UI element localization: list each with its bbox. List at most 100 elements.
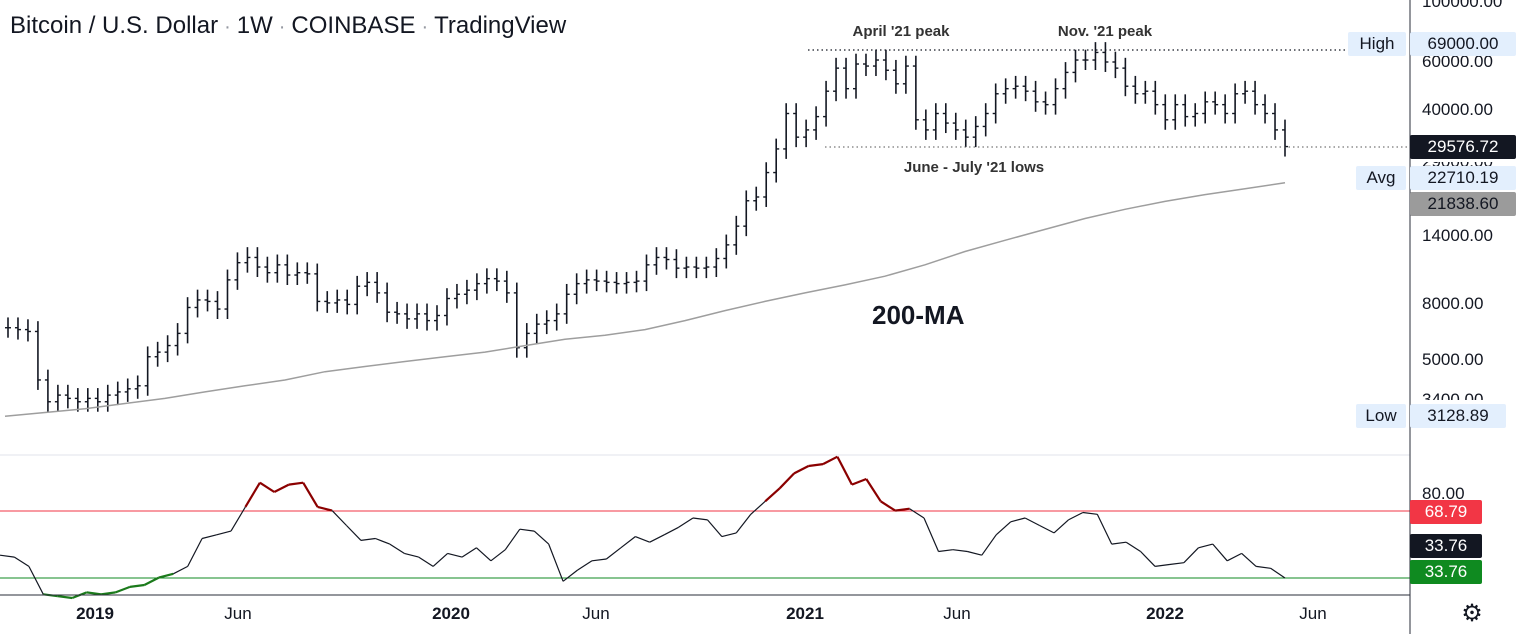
rsi-segment [649, 534, 665, 543]
rsi-segment [735, 513, 752, 534]
rsi-segment [201, 534, 217, 540]
price-bar [833, 57, 840, 102]
price-bar [992, 83, 999, 124]
price-bar [1172, 94, 1179, 130]
rsi-segment [259, 481, 275, 493]
interval-label[interactable]: 1W [236, 12, 273, 39]
price-bar [1282, 119, 1288, 157]
price-bar [872, 49, 879, 77]
price-bar [1212, 91, 1219, 115]
rsi-segment [591, 558, 607, 562]
time-axis-label: Jun [943, 604, 971, 623]
rsi-segment [1053, 519, 1069, 534]
exchange-label: COINBASE [291, 12, 416, 39]
price-bar [204, 289, 211, 312]
avg-value-tag: 22710.19 [1410, 166, 1516, 190]
rsi-segment [490, 549, 506, 562]
price-bar [952, 112, 959, 140]
price-bar [922, 109, 929, 140]
price-bar [843, 57, 850, 99]
rsi-segment [1241, 552, 1257, 567]
price-bar [483, 268, 490, 294]
price-bar [453, 283, 460, 309]
price-bar [1232, 83, 1239, 124]
rsi-segment [1082, 511, 1098, 515]
rsi-segment [562, 569, 578, 582]
price-bar [1132, 75, 1139, 104]
title-separator: · [278, 16, 286, 38]
price-bar [194, 289, 201, 318]
rsi-segment [360, 537, 376, 541]
rsi-segment [981, 534, 997, 556]
rsi-segment [865, 478, 882, 502]
rsi-segment [663, 526, 679, 536]
rsi-segment [721, 532, 737, 538]
price-bar [443, 288, 450, 326]
price-bar [1152, 80, 1159, 115]
price-bar [793, 103, 800, 148]
price-bar [1242, 80, 1249, 104]
title-separator: · [224, 16, 231, 38]
rsi-upper-tag: 68.79 [1410, 500, 1482, 524]
gear-icon[interactable]: ⚙ [1461, 600, 1483, 627]
price-bar [473, 273, 480, 301]
price-bar [813, 106, 820, 140]
rsi-segment [635, 536, 650, 543]
price-bar [912, 55, 919, 130]
chart-title[interactable]: Bitcoin / U.S. Dollar · 1W · COINBASE · Tradin… [10, 12, 566, 40]
avg-tag-label: Avg [1356, 166, 1406, 190]
rsi-segment [28, 566, 44, 595]
title-separator: · [421, 16, 429, 38]
price-bar [1082, 49, 1089, 70]
price-bar [5, 317, 11, 338]
rsi-segment [288, 481, 304, 486]
time-axis-label: 2020 [432, 604, 470, 623]
price-bar [543, 310, 550, 335]
price-bar [314, 263, 321, 312]
rsi-segment [331, 510, 347, 526]
price-bar [643, 254, 650, 292]
price-bar [733, 215, 740, 255]
rsi-segment [895, 507, 910, 512]
rsi-segment [808, 463, 824, 468]
rsi-segment [432, 552, 449, 567]
price-bar [503, 270, 510, 303]
price-bar [433, 305, 440, 331]
price-bar [703, 256, 710, 279]
price-bar [324, 291, 331, 313]
price-bar [184, 297, 191, 344]
price-bar [164, 335, 171, 363]
low-value-tag: 3128.89 [1410, 404, 1506, 428]
price-bar [414, 303, 421, 329]
price-bar [1222, 94, 1229, 124]
rsi-segment [793, 465, 810, 475]
price-bar [144, 346, 151, 396]
price-bar [1022, 75, 1029, 102]
price-bar [1012, 75, 1019, 99]
price-bar [743, 190, 750, 237]
rsi-segment [952, 549, 968, 553]
price-bar [513, 282, 520, 358]
rsi-segment [418, 556, 434, 567]
price-bar [523, 323, 530, 358]
price-bar [853, 53, 860, 99]
rsi-segment [620, 536, 636, 549]
rsi-segment [995, 521, 1012, 536]
rsi-segment [1256, 565, 1271, 569]
rsi-segment [1212, 543, 1228, 562]
rsi-segment [1096, 514, 1113, 545]
price-bar [823, 80, 830, 127]
price-bar [563, 283, 570, 324]
price-axis-label: 8000.00 [1422, 294, 1484, 313]
price-axis-label: 60000.00 [1422, 52, 1493, 71]
time-axis-label: Jun [224, 604, 252, 623]
rsi-segment [851, 477, 867, 486]
rsi-segment [447, 552, 463, 558]
rsi-segment [244, 482, 261, 508]
price-bar [264, 256, 271, 283]
price-bar [254, 247, 261, 277]
rsi-segment [461, 547, 477, 558]
price-bar [304, 262, 311, 284]
price-axis-label: 40000.00 [1422, 100, 1493, 119]
